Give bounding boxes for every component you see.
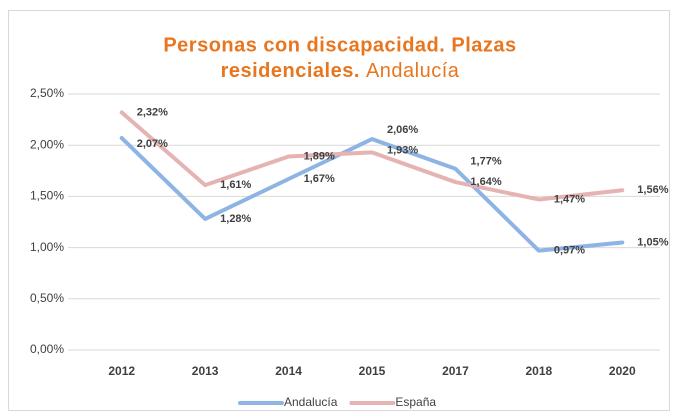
legend-label: Andalucía [284, 395, 338, 409]
chart-title-line: residenciales. Andalucía [221, 60, 460, 82]
data-label: 1,93% [387, 144, 418, 156]
data-label: 1,28% [220, 213, 251, 225]
data-label: 1,89% [304, 150, 335, 162]
series-line [119, 136, 625, 253]
data-label: 1,05% [637, 236, 668, 248]
chart-frame [8, 10, 670, 411]
y-tick-label: 0,00% [30, 342, 64, 356]
data-label: 1,56% [637, 184, 668, 196]
chart-title: residenciales. [221, 60, 360, 82]
y-tick-label: 2,50% [30, 86, 64, 100]
y-tick-label: 0,50% [30, 291, 64, 305]
data-label: 1,47% [554, 193, 585, 205]
y-tick-label: 1,50% [30, 189, 64, 203]
data-label: 1,77% [470, 156, 501, 168]
y-tick-label: 1,00% [30, 240, 64, 254]
x-tick-label: 2014 [275, 364, 302, 378]
chart-title: Personas con discapacidad. Plazas [163, 34, 516, 56]
x-tick-label: 2013 [192, 364, 219, 378]
data-label: 1,64% [470, 176, 501, 188]
data-label: 2,07% [137, 138, 168, 150]
x-tick-label: 2020 [609, 364, 636, 378]
data-label: 2,32% [137, 106, 168, 118]
data-label: 1,61% [220, 179, 251, 191]
legend-label: España [395, 395, 436, 409]
x-tick-label: 2015 [359, 364, 386, 378]
data-label: 2,06% [387, 124, 418, 136]
chart-subtitle: Andalucía [366, 60, 460, 82]
x-tick-label: 2018 [526, 364, 553, 378]
x-tick-label: 2017 [442, 364, 469, 378]
data-label: 0,97% [554, 245, 585, 257]
data-label: 1,67% [304, 173, 335, 185]
x-tick-label: 2012 [108, 364, 135, 378]
y-tick-label: 2,00% [30, 137, 64, 151]
series-line [119, 110, 625, 202]
